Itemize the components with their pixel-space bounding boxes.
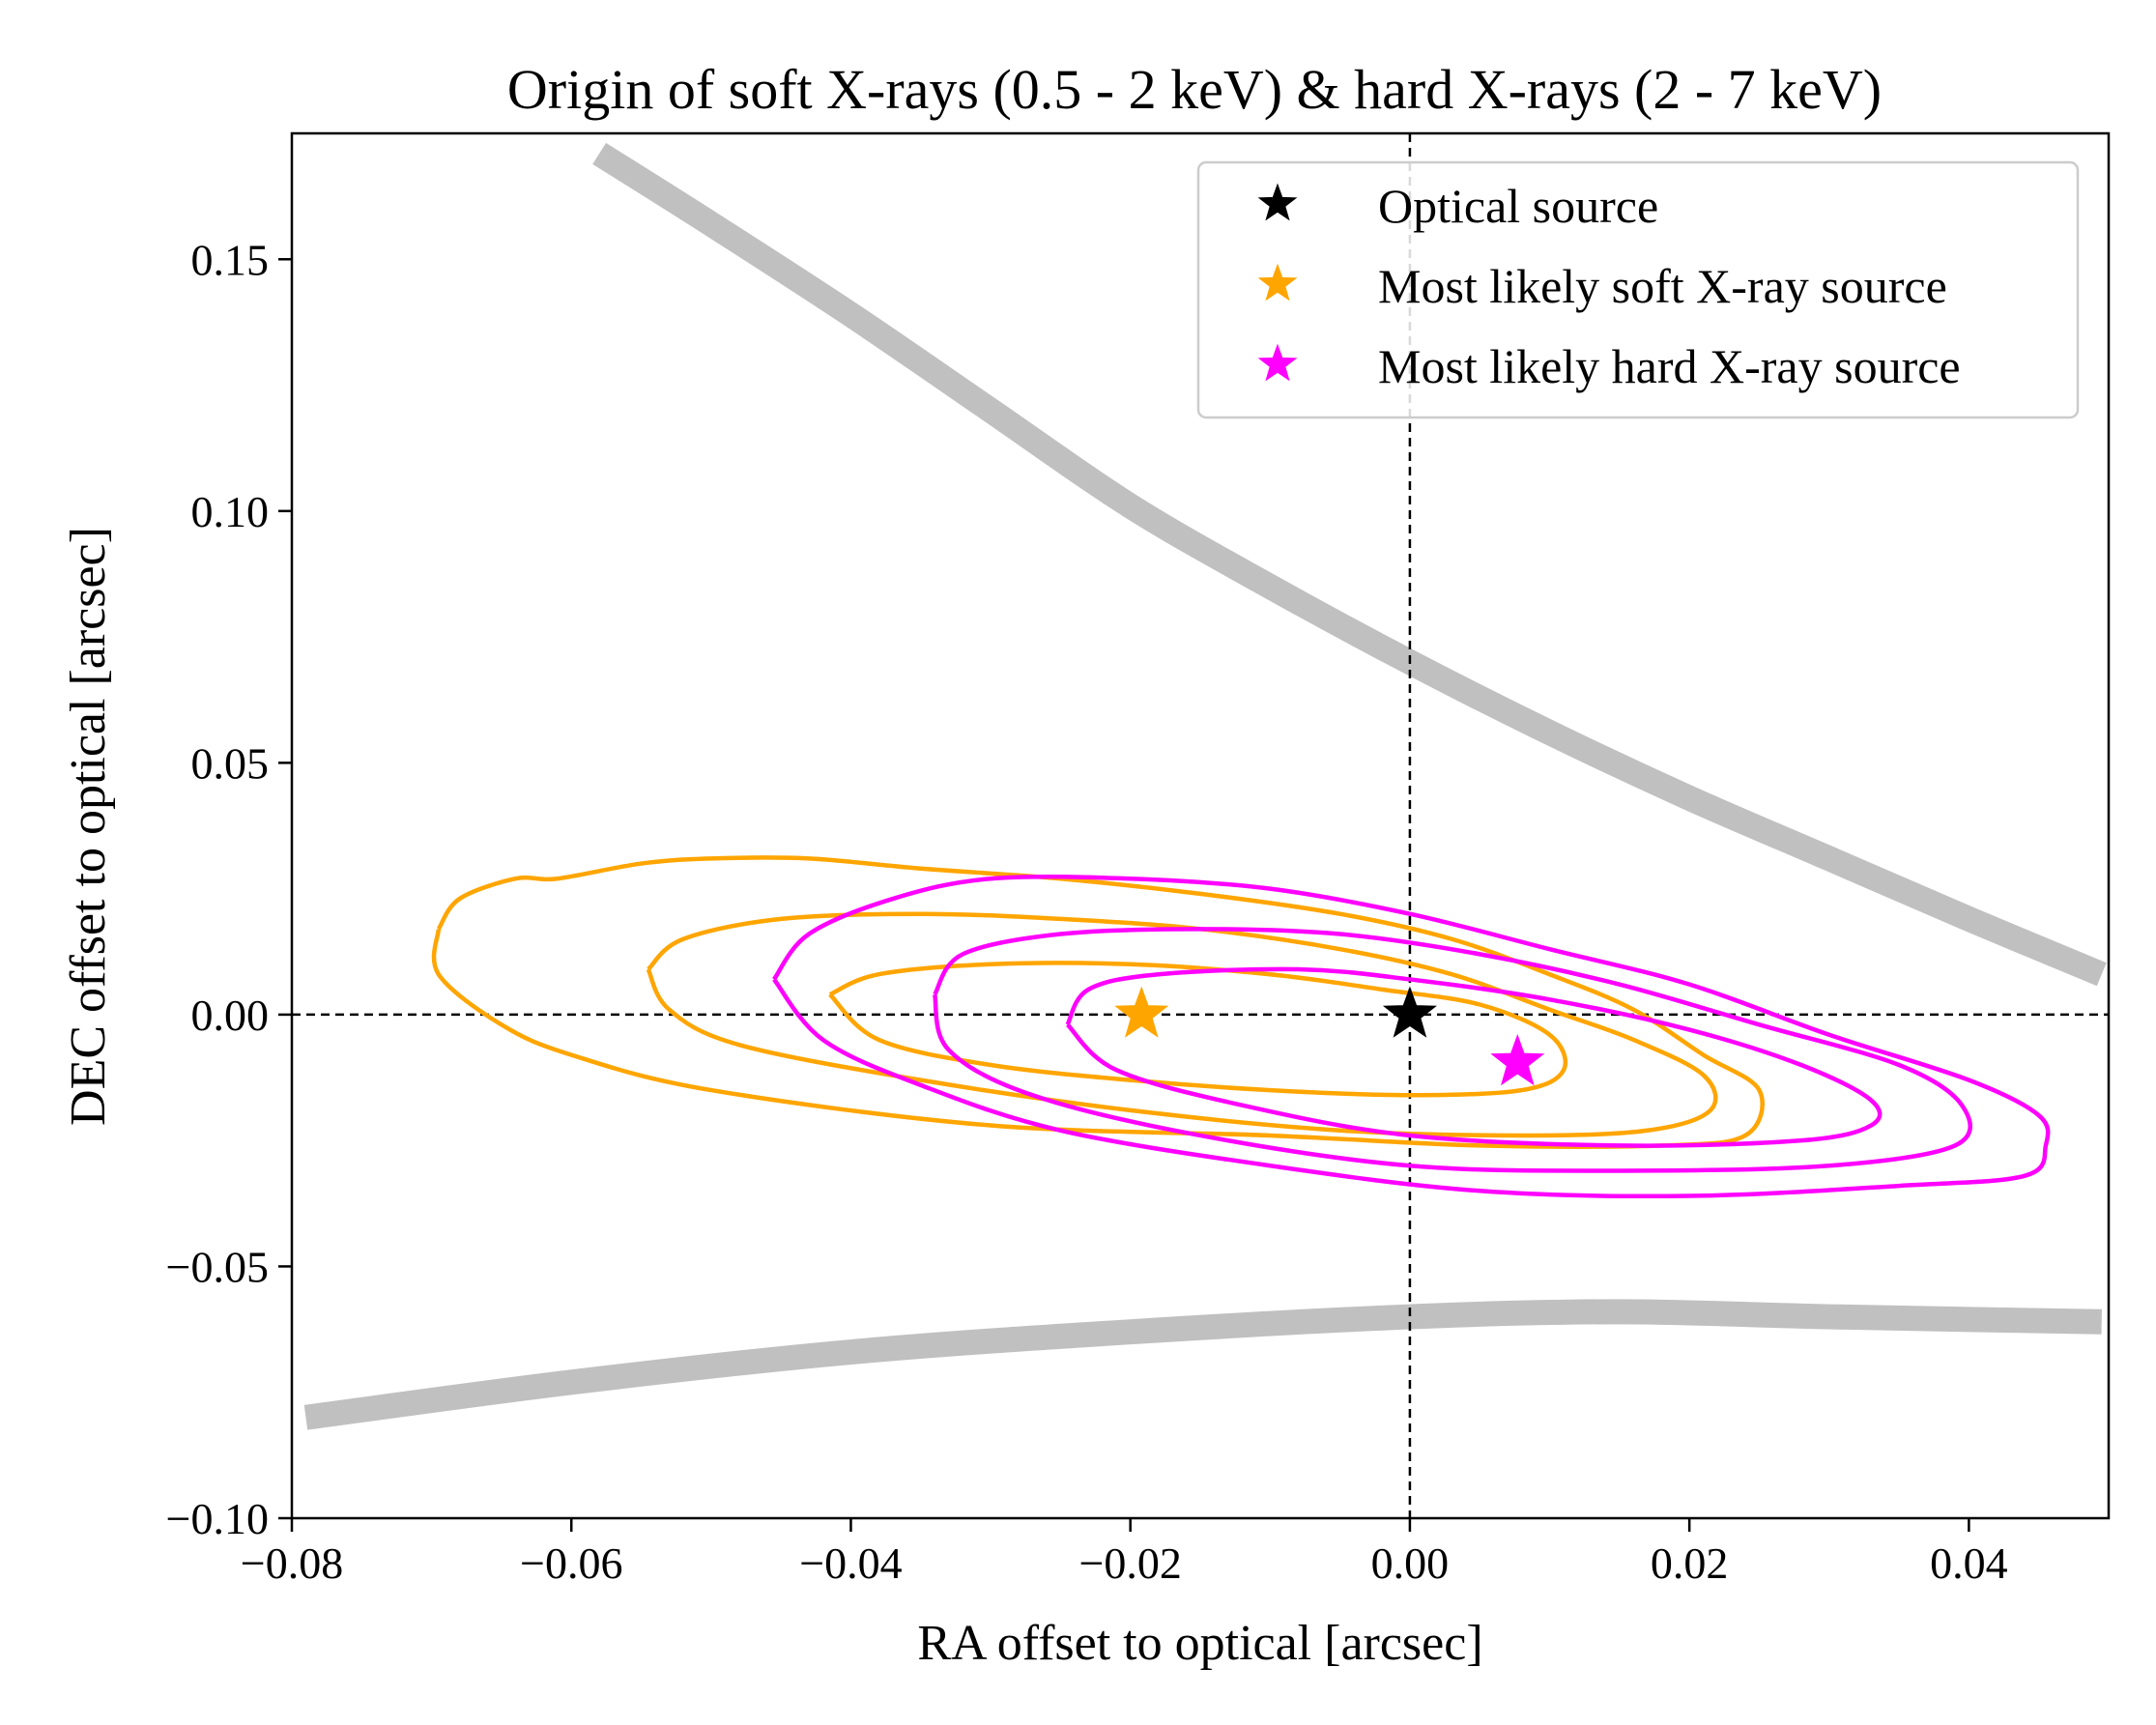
hard-contour-outer <box>772 874 2051 1199</box>
legend-label: Most likely hard X-ray source <box>1378 339 1961 393</box>
chart-title: Origin of soft X-rays (0.5 - 2 keV) & ha… <box>507 58 1882 121</box>
plot-area <box>292 133 2109 1518</box>
star-icon <box>1257 343 1298 382</box>
x-tick-label: −0.06 <box>520 1538 622 1588</box>
boundary-curve-upper <box>592 142 2107 987</box>
x-axis-label: RA offset to optical [arcsec] <box>917 1616 1482 1671</box>
x-tick-label: −0.02 <box>1078 1538 1181 1588</box>
x-tick-label: −0.08 <box>241 1538 343 1588</box>
y-tick-label: −0.05 <box>166 1242 269 1291</box>
hard-contour-middle <box>933 927 1972 1173</box>
soft-contour-inner <box>828 961 1568 1098</box>
legend-frame <box>1196 160 2080 419</box>
hard-contour-inner <box>1065 966 1883 1148</box>
x-tick-label: 0.04 <box>1930 1538 2008 1588</box>
x-tick-label: 0.00 <box>1371 1538 1450 1588</box>
x-axis: −0.08 −0.06 −0.04 −0.02 0.00 0.02 0.04 <box>241 1518 2008 1588</box>
y-axis-label: DEC offset to optical [arcsec] <box>61 527 116 1126</box>
y-tick-label: 0.05 <box>191 738 270 788</box>
legend-label: Most likely soft X-ray source <box>1378 259 1947 313</box>
star-icon <box>1257 263 1298 302</box>
y-tick-label: −0.10 <box>166 1494 269 1543</box>
soft-xray-source-marker <box>1114 986 1169 1038</box>
star-icon <box>1257 183 1298 221</box>
legend-item-optical-source: Optical source <box>1257 179 1658 233</box>
boundary-curve-lower <box>303 1299 2103 1430</box>
y-tick-label: 0.15 <box>191 235 270 284</box>
x-tick-label: −0.04 <box>799 1538 902 1588</box>
soft-contour-middle <box>646 911 1718 1138</box>
optical-source-marker <box>1382 986 1437 1038</box>
legend-label: Optical source <box>1378 179 1658 233</box>
y-tick-label: 0.10 <box>191 487 270 536</box>
legend-item-hard-xray-source: Most likely hard X-ray source <box>1257 339 1961 393</box>
y-tick-label: 0.00 <box>191 991 270 1040</box>
soft-contour-outer <box>431 855 1765 1149</box>
y-axis: −0.10 −0.05 0.00 0.05 0.10 0.15 <box>166 235 292 1543</box>
legend: Optical source Most likely soft X-ray sou… <box>1196 160 2080 419</box>
x-tick-label: 0.02 <box>1651 1538 1729 1588</box>
legend-item-soft-xray-source: Most likely soft X-ray source <box>1257 259 1947 313</box>
hard-xray-source-marker <box>1490 1033 1545 1086</box>
plot-frame <box>290 131 2111 1520</box>
